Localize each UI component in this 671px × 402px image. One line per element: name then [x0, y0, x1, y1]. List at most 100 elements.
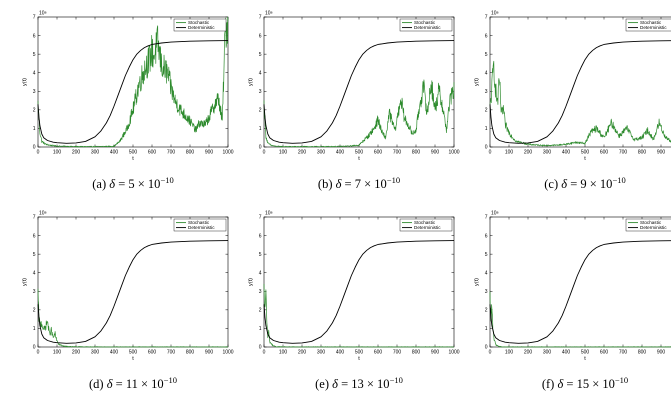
caption-delta-value: = 9 × 10	[570, 177, 613, 192]
y-tick-label: 2	[33, 108, 36, 114]
y-axis-label: y(t)	[474, 78, 480, 86]
x-tick-label: 300	[317, 350, 326, 356]
series-line-deterministic	[37, 240, 229, 344]
y-tick-label: 1	[33, 126, 36, 132]
x-tick-label: 800	[412, 350, 421, 356]
plot-frame	[489, 216, 671, 348]
x-tick-label: 500	[581, 150, 590, 156]
legend-entry: Stochastic	[414, 20, 436, 25]
x-tick-label: 600	[148, 350, 157, 356]
y-tick-label: 1	[259, 326, 262, 332]
x-tick-label: 1000	[448, 150, 459, 156]
caption-delta-value: = 15 × 10	[566, 377, 615, 392]
chart-panel-a: 0 100 200 300 400 500 600 700 800 900 1000 0 1 2 3 4 5 6 7…	[22, 11, 234, 163]
y-tick-label: 6	[33, 33, 36, 39]
y-tick-label: 5	[33, 52, 36, 58]
legend-box	[399, 218, 453, 232]
y-tick-label: 0	[33, 345, 36, 351]
x-tick-label: 1000	[222, 150, 233, 156]
caption-delta-symbol: δ	[106, 377, 116, 392]
caption-delta-value: = 7 × 10	[344, 177, 387, 192]
y-tick-label: 3	[485, 89, 488, 95]
x-axis-label: t	[358, 156, 360, 162]
legend-box	[399, 18, 453, 32]
series-line-deterministic	[263, 40, 455, 144]
x-tick-label: 700	[167, 150, 176, 156]
caption-delta-value: = 13 × 10	[341, 377, 390, 392]
y-tick-label: 2	[259, 308, 262, 314]
x-axis-label: t	[132, 156, 134, 162]
y-tick-label: 6	[485, 33, 488, 39]
legend-entry: Stochastic	[188, 220, 210, 225]
x-tick-label: 700	[619, 150, 628, 156]
y-tick-label: 5	[485, 52, 488, 58]
y-tick-label: 3	[259, 89, 262, 95]
legend-entry: Stochastic	[188, 20, 210, 25]
caption-delta-symbol: δ	[109, 177, 119, 192]
x-tick-label: 0	[37, 150, 40, 156]
chart-panel-b: 0 100 200 300 400 500 600 700 800 900 1000 0 1 2 3 4 5 6 7…	[248, 11, 460, 163]
x-tick-label: 100	[53, 150, 62, 156]
caption-label: (d)	[89, 377, 107, 392]
caption-label: (a)	[92, 177, 110, 192]
y-tick-label: 0	[33, 145, 36, 151]
x-tick-label: 500	[581, 350, 590, 356]
y-tick-label: 4	[259, 270, 262, 276]
series-line-deterministic	[489, 40, 671, 144]
y-tick-label: 4	[33, 270, 36, 276]
legend-entry: Deterministic	[188, 25, 215, 30]
caption-delta-symbol: δ	[557, 377, 567, 392]
x-tick-label: 1000	[448, 350, 459, 356]
series-line-deterministic	[263, 240, 455, 344]
x-tick-label: 400	[336, 350, 345, 356]
x-tick-label: 200	[524, 150, 533, 156]
legend-box	[173, 18, 227, 32]
legend-entry: Stochastic	[640, 20, 662, 25]
y-tick-label: 5	[259, 52, 262, 58]
y-tick-label: 3	[485, 289, 488, 295]
x-axis-label: t	[584, 156, 586, 162]
panel-caption: (b) δ = 7 × 10−10	[259, 175, 459, 192]
x-tick-label: 500	[129, 150, 138, 156]
x-tick-label: 800	[412, 150, 421, 156]
caption-label: (c)	[544, 177, 562, 192]
plot-frame	[263, 16, 455, 148]
x-tick-label: 0	[263, 350, 266, 356]
y-scale-label: 10⁸	[265, 211, 273, 217]
y-tick-label: 3	[33, 289, 36, 295]
y-tick-label: 3	[259, 289, 262, 295]
caption-delta-symbol: δ	[335, 177, 345, 192]
y-tick-label: 2	[485, 308, 488, 314]
x-tick-label: 600	[374, 350, 383, 356]
y-tick-label: 1	[259, 126, 262, 132]
x-tick-label: 900	[657, 350, 666, 356]
x-tick-label: 300	[543, 350, 552, 356]
x-axis-label: t	[584, 356, 586, 362]
x-tick-label: 400	[336, 150, 345, 156]
y-scale-label: 10⁸	[39, 11, 47, 17]
y-tick-label: 3	[33, 89, 36, 95]
y-scale-label: 10⁸	[265, 11, 273, 17]
y-tick-label: 0	[259, 145, 262, 151]
legend-entry: Deterministic	[640, 25, 667, 30]
y-tick-label: 0	[485, 145, 488, 151]
y-axis-label: y(t)	[474, 278, 480, 286]
legend-box	[173, 218, 227, 232]
y-tick-label: 5	[33, 252, 36, 258]
y-tick-label: 1	[485, 126, 488, 132]
x-tick-label: 0	[489, 150, 492, 156]
chart-panel-c: 0100200300400500600700800900100001234567…	[474, 11, 671, 162]
x-tick-label: 700	[619, 350, 628, 356]
y-tick-label: 0	[259, 345, 262, 351]
y-tick-label: 5	[485, 252, 488, 258]
x-tick-label: 800	[186, 350, 195, 356]
x-tick-label: 400	[110, 150, 119, 156]
plot-frame	[37, 216, 229, 348]
legend-entry: Deterministic	[414, 25, 441, 30]
x-tick-label: 900	[431, 350, 440, 356]
caption-delta-exponent: −10	[614, 375, 629, 385]
y-tick-label: 4	[259, 70, 262, 76]
x-tick-label: 1000	[222, 350, 233, 356]
x-tick-label: 500	[129, 350, 138, 356]
